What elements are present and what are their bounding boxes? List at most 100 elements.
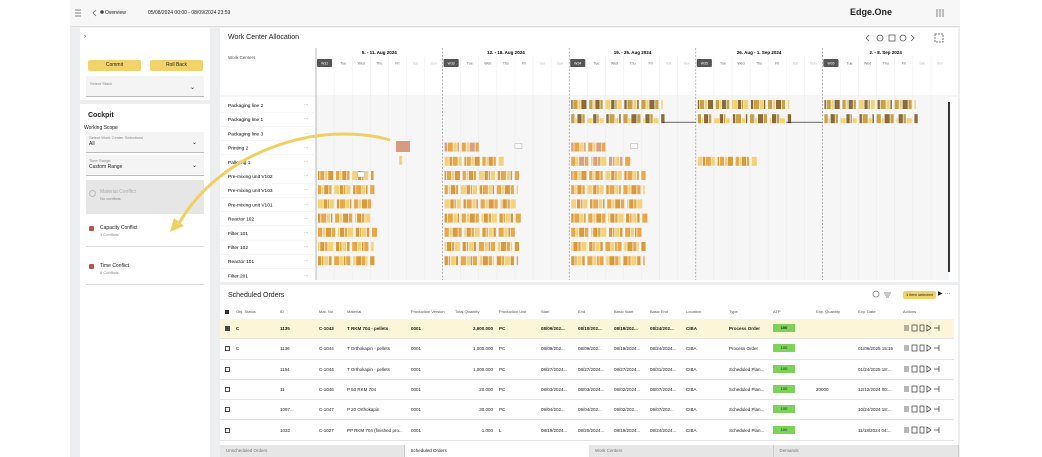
allocation-bar <box>506 242 510 251</box>
allocation-bar <box>371 171 374 180</box>
wc-select[interactable] <box>86 132 204 153</box>
conflict-title[interactable]: Material Conflict <box>100 189 136 195</box>
allocation-bar <box>349 199 352 209</box>
row-actions[interactable] <box>903 344 943 352</box>
allocation-bar <box>637 114 641 124</box>
allocation-bar <box>482 156 486 166</box>
row-actions[interactable] <box>903 324 943 332</box>
cell: 1136 <box>280 346 290 352</box>
rollback-button[interactable]: Roll Back <box>150 60 203 71</box>
column-header[interactable]: Production Version <box>411 309 445 314</box>
column-header[interactable]: End <box>578 309 586 314</box>
tab-label[interactable]: Unscheduled Orders <box>226 448 268 453</box>
allocation-bar <box>631 185 637 195</box>
allocation-bar <box>482 185 488 195</box>
day-label: Thu <box>503 62 509 66</box>
allocation-bar <box>362 185 366 195</box>
header-checkbox[interactable] <box>225 310 229 314</box>
allocation-bar <box>643 118 645 124</box>
column-header[interactable]: Mat. No <box>319 309 334 314</box>
allocation-bar <box>322 185 324 195</box>
table-tools[interactable] <box>872 290 892 300</box>
allocation-bar <box>597 114 599 124</box>
conflict-title[interactable]: Time Conflict <box>100 263 129 269</box>
cell: 08/19/202... <box>614 326 638 331</box>
time-select[interactable] <box>86 155 204 176</box>
column-header[interactable]: ATP <box>773 309 781 314</box>
column-header[interactable]: Actions <box>903 309 917 314</box>
allocation-bar <box>625 227 631 237</box>
allocation-bar <box>641 100 646 109</box>
row-actions[interactable] <box>903 405 943 413</box>
column-header[interactable]: Location <box>686 309 702 314</box>
table-row[interactable] <box>220 359 954 380</box>
stack-select[interactable] <box>86 76 204 97</box>
table-row[interactable] <box>220 339 954 360</box>
row-checkbox[interactable] <box>225 346 230 352</box>
tab[interactable] <box>773 445 959 457</box>
allocation-bar <box>460 256 466 266</box>
cell: 08/27/2024... <box>541 366 568 372</box>
row-actions[interactable] <box>903 364 943 373</box>
tab-label[interactable]: Scheduled Orders <box>410 448 447 453</box>
collapse-icon[interactable]: › <box>84 34 86 40</box>
allocation-bar <box>595 100 600 109</box>
date-range[interactable]: 05/08/2024 00:00 - 08/09/2024 23:59 <box>148 10 231 16</box>
row-checkbox[interactable] <box>225 326 230 331</box>
column-header[interactable]: Production Unit <box>499 309 527 314</box>
table-row[interactable] <box>220 420 954 441</box>
allocation-bar <box>334 185 340 195</box>
column-header[interactable]: Material <box>347 309 362 314</box>
column-header[interactable]: Basic Start <box>614 309 634 314</box>
allocation-bar <box>637 171 639 180</box>
column-header[interactable]: Start <box>541 309 550 314</box>
table-row[interactable] <box>220 319 954 340</box>
selection-badge[interactable]: 1 item selected <box>903 291 936 299</box>
column-header[interactable]: Exp. Date <box>858 309 876 314</box>
column-header[interactable]: ID <box>280 309 284 314</box>
breadcrumb[interactable]: Overview <box>105 10 126 16</box>
table-row[interactable] <box>220 379 954 401</box>
conflict-title[interactable]: Capacity Conflict <box>100 225 138 231</box>
row-checkbox[interactable] <box>225 386 230 392</box>
row-actions[interactable] <box>903 385 943 393</box>
allocation-bar <box>602 142 606 152</box>
allocation-bar <box>514 242 519 251</box>
allocation-bar <box>587 185 593 195</box>
cell: Scheduled Plan... <box>729 427 765 433</box>
allocation-bar <box>723 114 726 124</box>
cell: T Orthokapin - pellets <box>347 366 390 372</box>
allocation-bar <box>573 242 578 251</box>
atp-badge: 100 <box>773 344 795 353</box>
allocation-bar <box>581 171 587 180</box>
gantt-toolbar[interactable] <box>865 32 955 44</box>
column-header[interactable]: Total Quantity <box>455 309 480 314</box>
row-checkbox[interactable] <box>225 427 230 433</box>
commit-button[interactable]: Commit <box>88 60 141 71</box>
allocation-bar <box>719 100 722 109</box>
settings-icon[interactable] <box>935 8 945 18</box>
table-row[interactable] <box>220 400 954 421</box>
allocation-bar <box>628 185 631 195</box>
row-checkbox[interactable] <box>225 407 230 413</box>
column-header[interactable]: Obj. Status <box>236 309 256 314</box>
allocation-bar <box>708 100 714 109</box>
work-center-name: Reactor 101 <box>228 259 254 265</box>
tab-label[interactable]: Work Centers <box>595 448 623 453</box>
cell: C <box>236 346 240 352</box>
allocation-bar <box>600 171 603 180</box>
tab-label[interactable]: Demands <box>779 448 799 453</box>
column-header[interactable]: Exp. Quantity <box>816 309 841 314</box>
day-label: Tue <box>340 62 346 66</box>
allocation-bar <box>593 100 595 109</box>
allocation-bar <box>906 118 912 124</box>
column-header[interactable]: Basic End <box>650 309 669 314</box>
allocation-bar <box>468 242 473 251</box>
day-label: Fri <box>775 62 779 66</box>
row-actions[interactable] <box>903 425 943 434</box>
column-header[interactable]: Type <box>729 309 738 314</box>
more-menu[interactable]: ▶ ··· <box>938 291 951 297</box>
allocation-bar <box>746 156 750 166</box>
allocation-bar <box>593 114 597 124</box>
row-checkbox[interactable] <box>225 366 230 372</box>
